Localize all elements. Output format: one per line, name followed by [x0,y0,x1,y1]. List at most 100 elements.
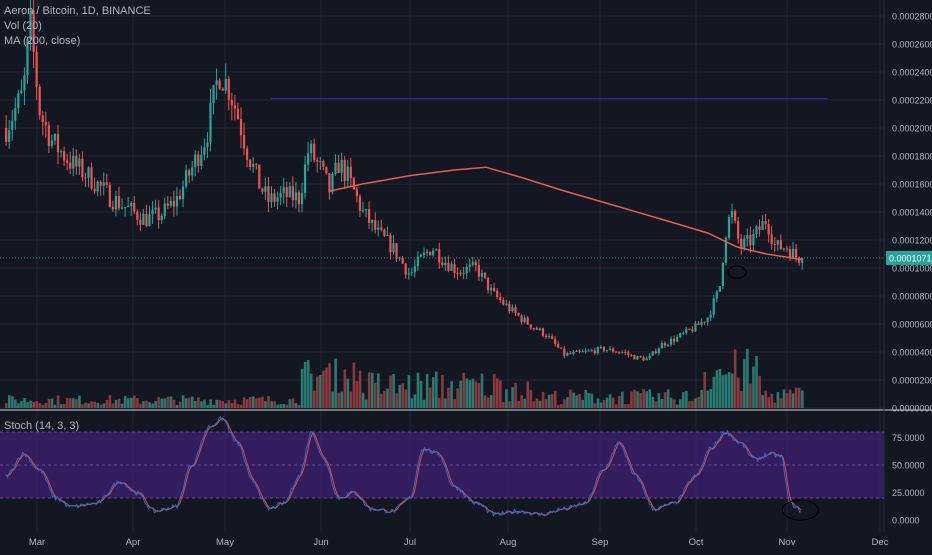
time-axis-label: Jun [313,537,328,548]
candle-body [746,234,749,239]
volume-bar [334,358,337,408]
candle-body [660,343,663,349]
ma-indicator-label[interactable]: MA (200, close) [4,35,81,47]
candle-body [93,188,96,192]
candle-body [114,195,118,210]
volume-bar [117,398,121,408]
volume-bar [480,373,484,408]
volume-bar [428,387,432,408]
volume-bar [236,403,240,408]
volume-bar [727,372,731,408]
volume-bar [65,397,69,408]
volume-bar [7,395,11,408]
candle-body [596,347,599,354]
volume-bar [306,359,310,408]
candle-body [151,209,154,215]
volume-bar [258,397,261,408]
candle-body [212,85,215,103]
volume-bar [261,396,264,408]
candle-body [740,238,743,248]
volume-bar [200,401,203,408]
candle-body [685,328,688,333]
volume-bar [279,404,283,408]
candle-body [273,193,276,202]
volume-bar [90,401,93,408]
price-axis-label: 0.00022000 [892,96,932,106]
candle-body [206,142,209,148]
volume-bar [761,395,764,408]
volume-bar [349,391,353,408]
volume-bar [227,400,231,408]
candle-body [148,214,151,227]
candle-body [139,219,142,225]
volume-bar [221,401,225,408]
candle-body [511,307,514,312]
volume-bar [255,398,258,408]
volume-bar [419,380,423,408]
volume-indicator-label[interactable]: Vol (20) [4,20,42,32]
candle-body [691,329,694,332]
candle-body [160,215,163,221]
candle-body [712,298,715,315]
candle-body [465,266,468,274]
volume-bar [532,401,536,408]
candle-body [627,352,630,355]
price-axis-label: 0.00024000 [892,68,932,78]
price-axis-label: 0.00018000 [892,152,932,162]
candle-body [331,173,334,193]
volume-bar [627,404,630,408]
volume-bar [212,404,215,408]
volume-bar [172,399,176,408]
time-axis-label: Nov [779,537,796,548]
price-axis-label: 0.00002000 [892,376,932,386]
volume-bar [453,399,456,408]
price-axis-label: 0.00014000 [892,208,932,218]
volume-bar [749,383,752,408]
candle-body [282,187,285,193]
volume-bar [444,398,447,408]
volume-bar [438,397,441,408]
candle-body [172,200,175,207]
volume-bar [413,394,417,408]
volume-bar [755,356,758,408]
candle-body [358,196,362,211]
symbol-title[interactable]: Aeron / Bitcoin, 1D, BINANCE [4,5,151,17]
volume-bar [654,401,658,408]
candle-body [724,237,728,263]
candle-body [468,264,471,267]
volume-bar [133,395,136,408]
candle-body [526,317,529,325]
candle-body [581,351,584,353]
volume-bar [53,404,57,408]
volume-bar [584,389,588,408]
volume-bar [770,393,774,408]
candle-body [14,108,17,121]
candle-body [520,315,523,322]
candle-body [294,192,297,201]
volume-bar [526,381,530,408]
volume-bar [68,398,72,408]
candle-body [462,272,465,274]
candle-body [340,159,343,174]
volume-bar [215,399,218,408]
volume-bar [587,393,591,408]
volume-bar [602,399,606,408]
volume-bar [319,375,322,408]
candle-body [428,251,432,256]
candle-body [737,220,740,239]
candle-body [605,350,609,352]
candle-body [508,303,511,312]
candle-body [785,248,789,250]
volume-bar [581,399,584,408]
volume-bar [486,397,490,408]
volume-bar [245,399,249,408]
stoch-indicator-label[interactable]: Stoch (14, 3, 3) [4,420,80,432]
candle-body [404,263,407,275]
candle-body [517,313,520,316]
candle-body [102,182,105,186]
volume-bar [84,402,87,408]
candle-body [733,211,737,221]
volume-bar [730,373,734,408]
